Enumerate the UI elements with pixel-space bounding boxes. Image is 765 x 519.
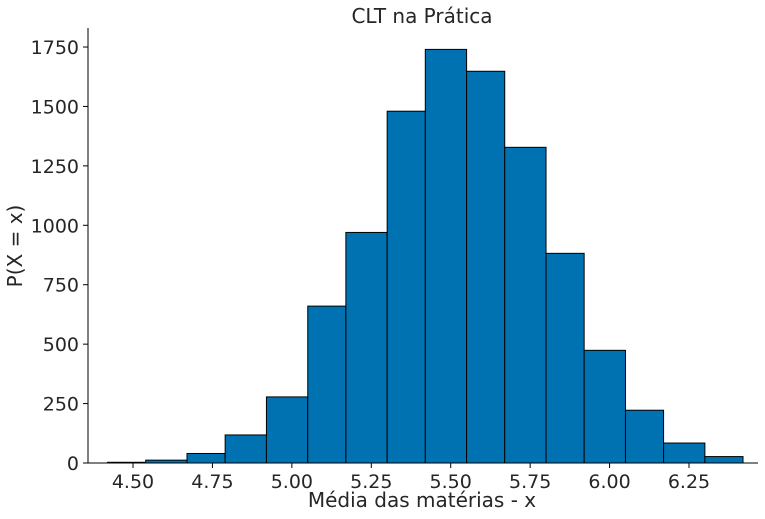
x-tick-label: 4.75 <box>191 471 233 493</box>
y-tick-label: 0 <box>67 453 79 475</box>
x-tick-label: 4.50 <box>112 471 154 493</box>
y-tick-label: 750 <box>43 275 79 297</box>
x-tick-label: 5.00 <box>271 471 313 493</box>
histogram-bar <box>386 110 426 464</box>
histogram-bar <box>583 349 626 464</box>
histogram-bar <box>424 48 468 464</box>
y-tick-label: 1500 <box>31 96 79 118</box>
y-axis-ticks: 0 250 500 750 1000 1250 1500 1750 <box>31 37 88 475</box>
x-tick-label: 5.50 <box>430 471 472 493</box>
chart-title: CLT na Prática <box>351 4 492 28</box>
x-tick-label: 6.00 <box>588 471 630 493</box>
y-axis-label: P(X = x) <box>3 205 27 288</box>
histogram-bar <box>504 146 547 464</box>
histogram-bar <box>624 409 665 464</box>
bars-group <box>107 48 744 464</box>
histogram-bar <box>466 70 506 464</box>
x-tick-label: 5.25 <box>350 471 392 493</box>
histogram-bar <box>663 442 706 464</box>
x-tick-label: 5.75 <box>509 471 551 493</box>
y-tick-label: 250 <box>43 394 79 416</box>
histogram-bar <box>186 452 226 464</box>
y-tick-label: 1750 <box>31 37 79 59</box>
histogram-bar <box>545 252 585 464</box>
x-axis-ticks: 4.50 4.75 5.00 5.25 5.50 5.75 6.00 6.25 <box>112 463 710 493</box>
histogram-bar <box>265 396 309 464</box>
y-tick-label: 500 <box>43 334 79 356</box>
histogram-bar <box>345 231 388 464</box>
histogram-bar <box>224 434 267 464</box>
y-tick-label: 1000 <box>31 215 79 237</box>
histogram-bar <box>704 456 744 464</box>
y-tick-label: 1250 <box>31 156 79 178</box>
x-tick-label: 6.25 <box>668 471 710 493</box>
histogram-bar <box>307 305 347 464</box>
x-axis-label: Média das matérias - x <box>308 488 536 512</box>
